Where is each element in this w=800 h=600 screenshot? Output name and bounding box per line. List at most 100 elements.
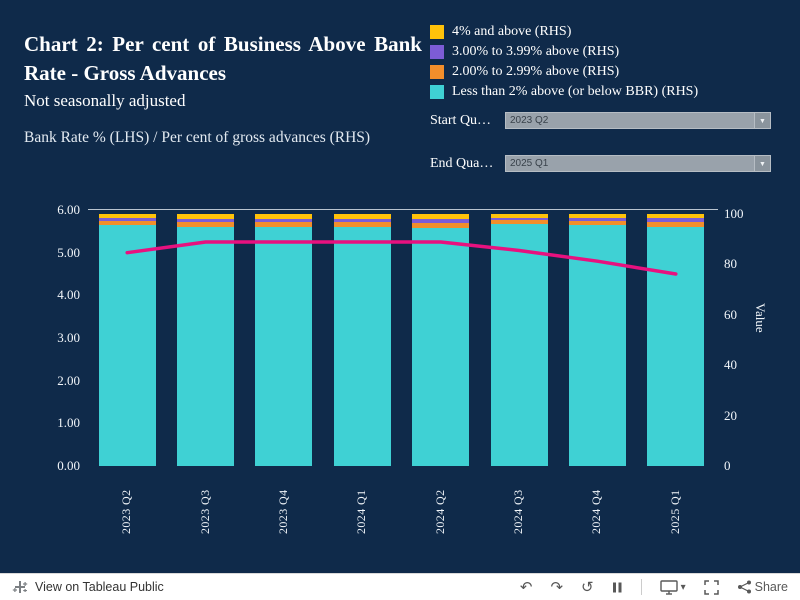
- legend-swatch-icon: [430, 25, 444, 39]
- fullscreen-icon: [703, 579, 719, 595]
- right-axis-tick: 40: [724, 357, 737, 373]
- bar-segment[interactable]: [412, 222, 470, 228]
- legend-item: 4% and above (RHS): [430, 24, 760, 40]
- legend-label: 3.00% to 3.99% above (RHS): [452, 44, 620, 59]
- reset-icon[interactable]: ↺: [581, 577, 594, 596]
- bar-segment[interactable]: [490, 217, 548, 221]
- bar-segment[interactable]: [412, 214, 470, 219]
- toolbar-separator: [640, 579, 642, 595]
- redo-icon[interactable]: ↷: [550, 577, 564, 596]
- x-axis-label: 2023 Q2: [119, 489, 134, 534]
- tableau-attribution-link[interactable]: View on Tableau Public: [12, 579, 164, 595]
- bar-segment[interactable]: [647, 217, 705, 222]
- start-quarter-dropdown[interactable]: 2023 Q2 ▼: [505, 112, 771, 129]
- view-on-tableau-label: View on Tableau Public: [35, 580, 164, 594]
- legend-label: Less than 2% above (or below BBR) (RHS): [452, 84, 699, 99]
- bar-segment[interactable]: [98, 220, 156, 226]
- x-axis-label: 2024 Q4: [589, 489, 604, 534]
- end-quarter-dropdown[interactable]: 2025 Q1 ▼: [505, 155, 771, 172]
- start-quarter-label: Start Qu…: [430, 112, 492, 128]
- bar-segment[interactable]: [490, 220, 548, 225]
- bar-segment[interactable]: [177, 221, 235, 227]
- x-axis-label: 2025 Q1: [667, 489, 682, 534]
- pause-icon[interactable]: [612, 581, 623, 594]
- left-axis-tick: 2.00: [57, 372, 80, 388]
- bar-segment[interactable]: [490, 214, 548, 218]
- bar-segment[interactable]: [255, 218, 313, 222]
- bar-segment[interactable]: [255, 226, 313, 466]
- bar-segment[interactable]: [647, 226, 705, 466]
- bar-segment[interactable]: [177, 226, 235, 466]
- start-quarter-filter: Start Qu… 2023 Q2 ▼: [430, 112, 771, 129]
- bar-segment[interactable]: [98, 225, 156, 466]
- x-axis-label: 2023 Q3: [197, 489, 212, 534]
- bar-segment[interactable]: [568, 220, 626, 226]
- dropdown-arrow-icon[interactable]: ▼: [754, 156, 770, 171]
- end-quarter-filter: End Qua… 2025 Q1 ▼: [430, 155, 771, 172]
- title-block: Chart 2: Per cent of Business Above Bank…: [24, 30, 422, 149]
- download-button[interactable]: ▾: [659, 579, 686, 595]
- left-axis-tick: 5.00: [57, 244, 80, 260]
- bar-segment[interactable]: [333, 221, 391, 227]
- share-icon: [737, 580, 751, 594]
- legend-swatch-icon: [430, 65, 444, 79]
- legend-label: 2.00% to 2.99% above (RHS): [452, 64, 620, 79]
- bar-column[interactable]: [98, 214, 156, 466]
- bar-column[interactable]: [333, 214, 391, 466]
- bar-segment[interactable]: [255, 221, 313, 227]
- bar-segment[interactable]: [412, 228, 470, 466]
- legend-item: 3.00% to 3.99% above (RHS): [430, 44, 760, 60]
- undo-icon[interactable]: ↶: [519, 577, 533, 596]
- axis-caption: Bank Rate % (LHS) / Per cent of gross ad…: [24, 129, 371, 146]
- left-axis-tick: 4.00: [57, 287, 80, 303]
- right-axis-tick: 0: [724, 458, 731, 473]
- bar-column[interactable]: [568, 214, 626, 466]
- bar-segment[interactable]: [98, 217, 156, 221]
- bar-segment[interactable]: [568, 217, 626, 221]
- share-button[interactable]: Share: [737, 580, 788, 594]
- tableau-toolbar: View on Tableau Public ↶ ↷ ↺ ▾: [0, 573, 800, 600]
- bar-segment[interactable]: [568, 214, 626, 218]
- bar-segment[interactable]: [333, 226, 391, 466]
- plot-area: [88, 210, 715, 466]
- bar-column[interactable]: [490, 214, 548, 466]
- bar-segment[interactable]: [177, 218, 235, 222]
- right-axis-title: Value: [753, 303, 768, 333]
- right-axis-tick: 80: [724, 256, 737, 272]
- left-axis-tick: 6.00: [57, 202, 80, 217]
- legend-item: 2.00% to 2.99% above (RHS): [430, 64, 760, 80]
- bar-segment[interactable]: [412, 218, 470, 223]
- bar-segment[interactable]: [490, 224, 548, 466]
- legend-label: 4% and above (RHS): [452, 24, 572, 39]
- bar-segment[interactable]: [647, 221, 705, 227]
- bar-segment[interactable]: [98, 214, 156, 218]
- download-icon: [659, 579, 678, 595]
- bar-column[interactable]: [647, 214, 705, 466]
- start-quarter-value: 2023 Q2: [510, 115, 549, 126]
- x-axis-label: 2023 Q4: [275, 489, 290, 534]
- legend-swatch-icon: [430, 45, 444, 59]
- dropdown-arrow-icon[interactable]: ▼: [754, 113, 770, 128]
- share-label: Share: [754, 580, 788, 594]
- bar-column[interactable]: [255, 214, 313, 466]
- chart-title: Chart 2: Per cent of Business Above Bank…: [24, 32, 422, 85]
- bar-segment[interactable]: [647, 214, 705, 218]
- x-axis-label: 2024 Q1: [354, 489, 369, 534]
- right-axis-tick: 20: [724, 407, 737, 423]
- end-quarter-value: 2025 Q1: [510, 158, 549, 169]
- top-axis-line: [88, 209, 718, 210]
- bar-segment[interactable]: [333, 218, 391, 222]
- legend: 4% and above (RHS) 3.00% to 3.99% above (…: [430, 24, 760, 104]
- bar-segment[interactable]: [568, 225, 626, 466]
- bar-segment[interactable]: [333, 214, 391, 219]
- bar-column[interactable]: [177, 214, 235, 466]
- x-axis-label: 2024 Q3: [511, 489, 526, 534]
- tableau-logo-icon: [12, 581, 28, 593]
- bar-column[interactable]: [412, 214, 470, 466]
- bar-segment[interactable]: [255, 214, 313, 219]
- fullscreen-button[interactable]: [703, 579, 719, 595]
- left-axis-tick: 3.00: [57, 330, 80, 345]
- chart-subtitle: Not seasonally adjusted: [24, 91, 186, 110]
- bar-segment[interactable]: [177, 214, 235, 219]
